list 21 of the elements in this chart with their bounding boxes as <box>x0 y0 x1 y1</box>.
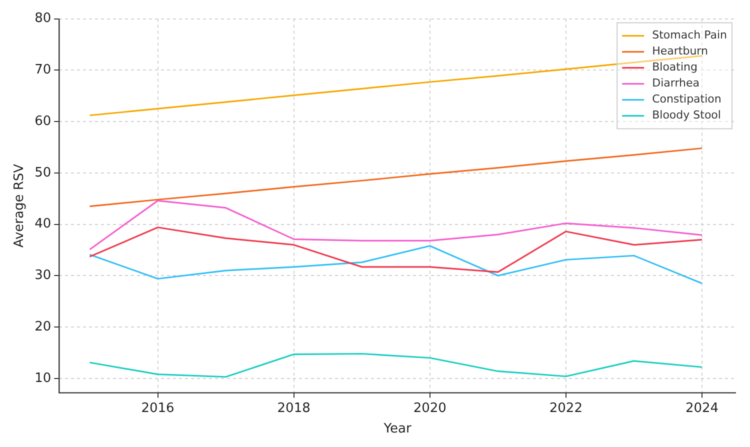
y-tick-label: 30 <box>34 268 52 284</box>
y-tick-label: 80 <box>34 11 52 26</box>
y-tick-label: 50 <box>34 165 52 180</box>
legend-label: Heartburn <box>652 44 708 58</box>
legend-label: Stomach Pain <box>652 28 728 42</box>
x-axis-title: Year <box>382 422 412 437</box>
y-tick-label: 10 <box>34 370 52 386</box>
y-tick-label: 20 <box>34 319 52 334</box>
legend-label: Diarrhea <box>652 76 700 90</box>
y-tick-label: 70 <box>34 62 52 78</box>
x-tick-label: 2018 <box>277 400 310 416</box>
legend-label: Constipation <box>652 92 722 106</box>
x-tick-label: 2024 <box>685 400 719 416</box>
y-tick-label: 40 <box>34 216 52 232</box>
legend-label: Bloating <box>652 60 698 74</box>
x-tick-label: 2020 <box>413 400 446 416</box>
x-tick-label: 2016 <box>141 400 174 416</box>
legend-label: Bloody Stool <box>652 108 721 122</box>
x-tick-label: 2022 <box>549 400 582 416</box>
y-axis-title: Average RSV <box>12 164 28 248</box>
y-tick-label: 60 <box>34 114 52 129</box>
